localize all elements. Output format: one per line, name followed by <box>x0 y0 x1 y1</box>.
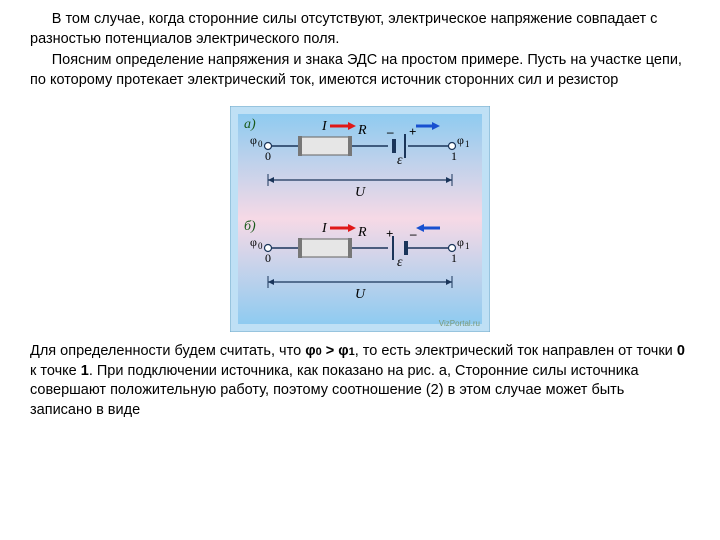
diagram-container: а)–+εRIφ00φ11Uб)+–εRIφ00φ11UVizPortal.ru <box>0 92 720 338</box>
svg-text:–: – <box>386 124 394 139</box>
b1: 1 <box>81 363 89 379</box>
svg-text:φ: φ <box>250 133 257 147</box>
bt-1: Для определенности будем считать, что <box>30 343 305 359</box>
circuit-diagram: а)–+εRIφ00φ11Uб)+–εRIφ00φ11UVizPortal.ru <box>230 106 490 332</box>
bottom-paragraph: Для определенности будем считать, что φ 0… <box>0 338 720 420</box>
svg-text:ε: ε <box>397 255 403 270</box>
svg-text:1: 1 <box>465 241 470 251</box>
svg-text:–: – <box>409 226 417 241</box>
svg-text:+: + <box>386 226 393 241</box>
svg-text:0: 0 <box>258 241 263 251</box>
phi1: φ <box>338 343 348 359</box>
svg-text:+: + <box>409 124 416 139</box>
top-p1: В том случае, когда сторонние силы отсут… <box>30 10 690 49</box>
svg-text:0: 0 <box>258 139 263 149</box>
svg-text:VizPortal.ru: VizPortal.ru <box>439 319 480 328</box>
svg-text:0: 0 <box>265 149 271 163</box>
svg-text:φ: φ <box>250 235 257 249</box>
svg-text:1: 1 <box>465 139 470 149</box>
svg-text:0: 0 <box>265 251 271 265</box>
svg-text:φ: φ <box>457 133 464 147</box>
b0: 0 <box>677 343 685 359</box>
bt-3: к точке <box>30 363 81 379</box>
phi0: φ <box>305 343 315 359</box>
svg-text:1: 1 <box>451 149 457 163</box>
svg-text:R: R <box>357 225 367 240</box>
svg-text:б): б) <box>244 219 256 234</box>
svg-text:1: 1 <box>451 251 457 265</box>
svg-text:R: R <box>357 123 367 138</box>
top-paragraphs: В том случае, когда сторонние силы отсут… <box>0 0 720 90</box>
svg-text:а): а) <box>244 117 256 132</box>
bt-2: , то есть электрический ток направлен от… <box>355 343 677 359</box>
bt-4: . При подключении источника, как показан… <box>30 363 639 418</box>
svg-text:ε: ε <box>397 153 403 168</box>
svg-text:U: U <box>355 185 366 200</box>
svg-text:φ: φ <box>457 235 464 249</box>
top-p2: Поясним определение напряжения и знака Э… <box>30 51 690 90</box>
gt: > <box>322 343 339 359</box>
svg-text:U: U <box>355 287 366 302</box>
